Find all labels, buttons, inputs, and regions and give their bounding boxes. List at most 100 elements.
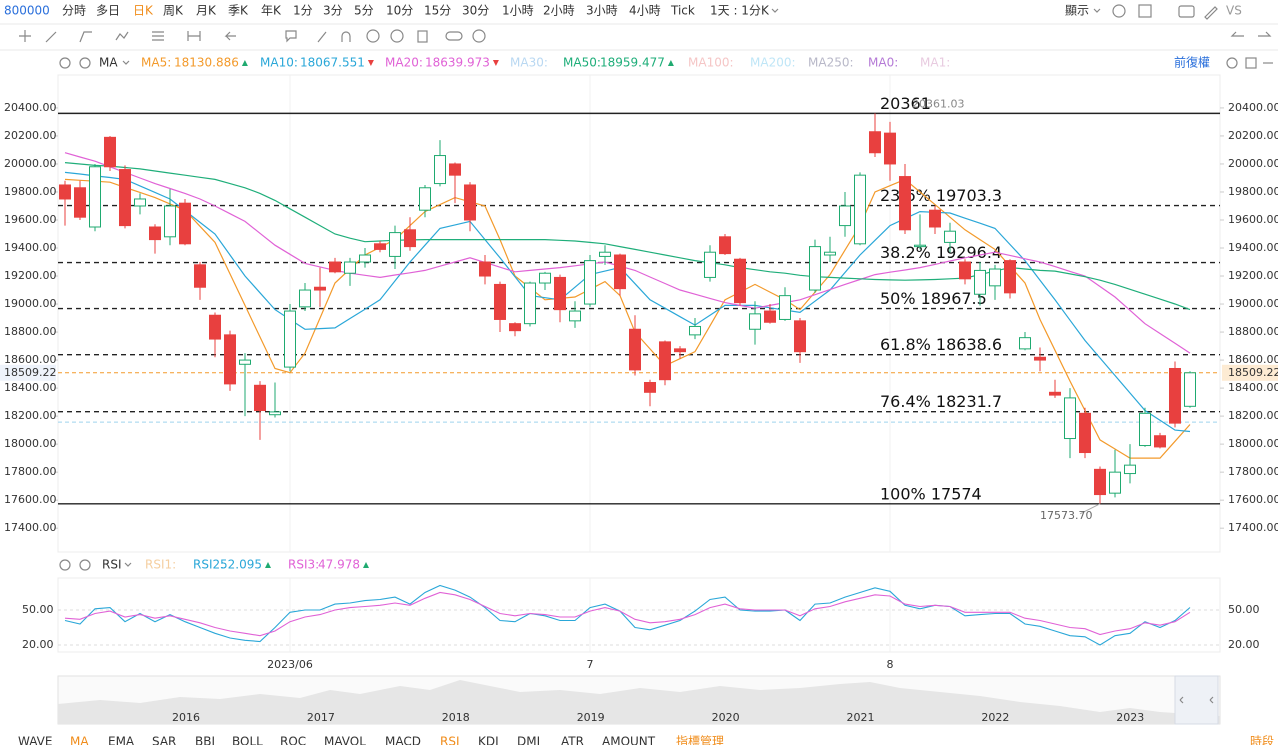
- year-label: 2021: [847, 711, 875, 724]
- year-label: 2020: [712, 711, 740, 724]
- candle-body: [839, 205, 851, 227]
- indicator-tab[interactable]: MACD: [385, 735, 421, 745]
- candle-body: [854, 174, 866, 245]
- indicator-name[interactable]: RSI: [102, 558, 122, 572]
- logo[interactable]: VS: [1226, 4, 1242, 18]
- candle-body: [869, 131, 881, 154]
- adjust-mode[interactable]: 前復權: [1174, 55, 1210, 70]
- legend-name-inactive[interactable]: MA200:: [750, 56, 796, 70]
- candle-body: [389, 232, 401, 257]
- crosshair-tool[interactable]: [19, 30, 31, 42]
- period-tab[interactable]: 周K: [163, 4, 184, 18]
- y-tick-label: 50.00: [22, 603, 54, 616]
- caret: [1093, 8, 1101, 13]
- period-tab[interactable]: 季K: [228, 4, 249, 18]
- period-tab[interactable]: 3小時: [586, 4, 618, 18]
- period-tab[interactable]: 2小時: [543, 4, 575, 18]
- note-tool[interactable]: [285, 30, 297, 43]
- navigator-handle[interactable]: [1174, 675, 1219, 725]
- legend-name-inactive[interactable]: MA100:: [688, 56, 734, 70]
- indicator-tab[interactable]: MAVOL: [324, 735, 366, 745]
- indicator-tab[interactable]: SAR: [152, 735, 176, 745]
- indicator-settings[interactable]: [59, 559, 71, 571]
- indicator-settings[interactable]: [59, 57, 71, 69]
- fib-tool[interactable]: [152, 31, 164, 41]
- indicator-tab[interactable]: EMA: [108, 735, 135, 745]
- indicator-close[interactable]: [79, 559, 91, 571]
- redo[interactable]: [1258, 31, 1272, 37]
- indicator-close[interactable]: [79, 57, 91, 69]
- layout-icon[interactable]: [1138, 4, 1152, 18]
- period-tab[interactable]: 1分: [293, 4, 313, 18]
- period-tab[interactable]: 1小時: [502, 4, 534, 18]
- period-tab[interactable]: 10分: [386, 4, 413, 18]
- indicator-tab[interactable]: RSI: [440, 735, 460, 745]
- period-tab[interactable]: 5分: [354, 4, 374, 18]
- candle-body: [449, 163, 461, 176]
- period-tab[interactable]: 30分: [462, 4, 489, 18]
- y-tick-label: 19200.00: [1228, 269, 1278, 282]
- session-tab[interactable]: 時段: [1250, 734, 1274, 745]
- symbol[interactable]: 800000: [4, 4, 50, 18]
- indicator-tab[interactable]: AMOUNT: [602, 735, 656, 745]
- candle-body: [1094, 468, 1106, 496]
- legend-name-inactive[interactable]: MA0:: [868, 56, 898, 70]
- camera-icon[interactable]: [1178, 5, 1195, 18]
- period-tab[interactable]: 分時: [62, 4, 86, 18]
- indicator-tab[interactable]: DMI: [517, 735, 540, 745]
- candle-body: [1124, 464, 1136, 475]
- period-tab[interactable]: 3分: [323, 4, 343, 18]
- reset-icon[interactable]: [1226, 57, 1238, 69]
- indicator-tab[interactable]: WAVE: [18, 735, 52, 745]
- legend-value: 18067.551: [300, 56, 365, 70]
- indicator-tab[interactable]: 指標管理: [676, 734, 724, 745]
- pen-icon[interactable]: [1204, 6, 1218, 20]
- legend-name-inactive[interactable]: MA250:: [808, 56, 854, 70]
- y-tick-label: 17400.00: [1228, 521, 1278, 534]
- hide-tool[interactable]: [390, 29, 404, 43]
- legend-name-inactive[interactable]: RSI1:: [145, 558, 176, 572]
- period-tab[interactable]: 日K: [133, 4, 154, 18]
- arrow-tool[interactable]: [224, 31, 236, 41]
- range-select[interactable]: 1天 : 1分K: [710, 4, 770, 18]
- maximize-icon[interactable]: [1245, 57, 1257, 69]
- candle-body: [419, 187, 431, 211]
- indicator-tab[interactable]: MA: [70, 735, 89, 745]
- wave-tool[interactable]: [115, 31, 129, 41]
- legend-name-inactive[interactable]: MA30:: [510, 56, 548, 70]
- indicator-tab[interactable]: BOLL: [232, 735, 263, 745]
- display-menu[interactable]: 顯示: [1065, 4, 1089, 18]
- legend-value: 18639.973: [425, 56, 490, 70]
- candle-body: [554, 276, 566, 311]
- candle-body: [209, 314, 221, 340]
- undo[interactable]: [1230, 31, 1244, 37]
- period-tab[interactable]: Tick: [670, 4, 695, 18]
- candle-body: [269, 411, 281, 416]
- indicator-name[interactable]: MA: [99, 56, 118, 70]
- tool-settings[interactable]: [472, 29, 486, 43]
- candle-body: [1184, 372, 1196, 407]
- ray-tool[interactable]: [79, 31, 92, 43]
- period-tab[interactable]: 多日: [96, 4, 120, 18]
- indicator-tab[interactable]: BBI: [195, 735, 215, 745]
- delete-tool[interactable]: [417, 30, 428, 43]
- candle-body: [359, 254, 371, 263]
- period-tab[interactable]: 15分: [424, 4, 451, 18]
- period-tab[interactable]: 年K: [261, 4, 282, 18]
- magnet-tool[interactable]: [341, 31, 351, 42]
- line-tool[interactable]: [45, 31, 57, 43]
- y-tick-label: 17800.00: [1228, 465, 1278, 478]
- indicator-tab[interactable]: ROC: [280, 735, 306, 745]
- indicator-tab[interactable]: KDJ: [478, 735, 499, 745]
- eraser-tool[interactable]: [317, 31, 327, 43]
- settings-icon[interactable]: [1112, 4, 1126, 18]
- navigator-area: [58, 680, 1220, 724]
- lock-tool[interactable]: [366, 29, 380, 43]
- period-tab[interactable]: 月K: [196, 4, 217, 18]
- link-tool[interactable]: [445, 31, 463, 41]
- measure-tool[interactable]: [187, 31, 201, 41]
- indicator-tab[interactable]: ATR: [561, 735, 584, 745]
- caret: [124, 562, 132, 567]
- period-tab[interactable]: 4小時: [629, 4, 661, 18]
- legend-name-inactive[interactable]: MA1:: [920, 56, 950, 70]
